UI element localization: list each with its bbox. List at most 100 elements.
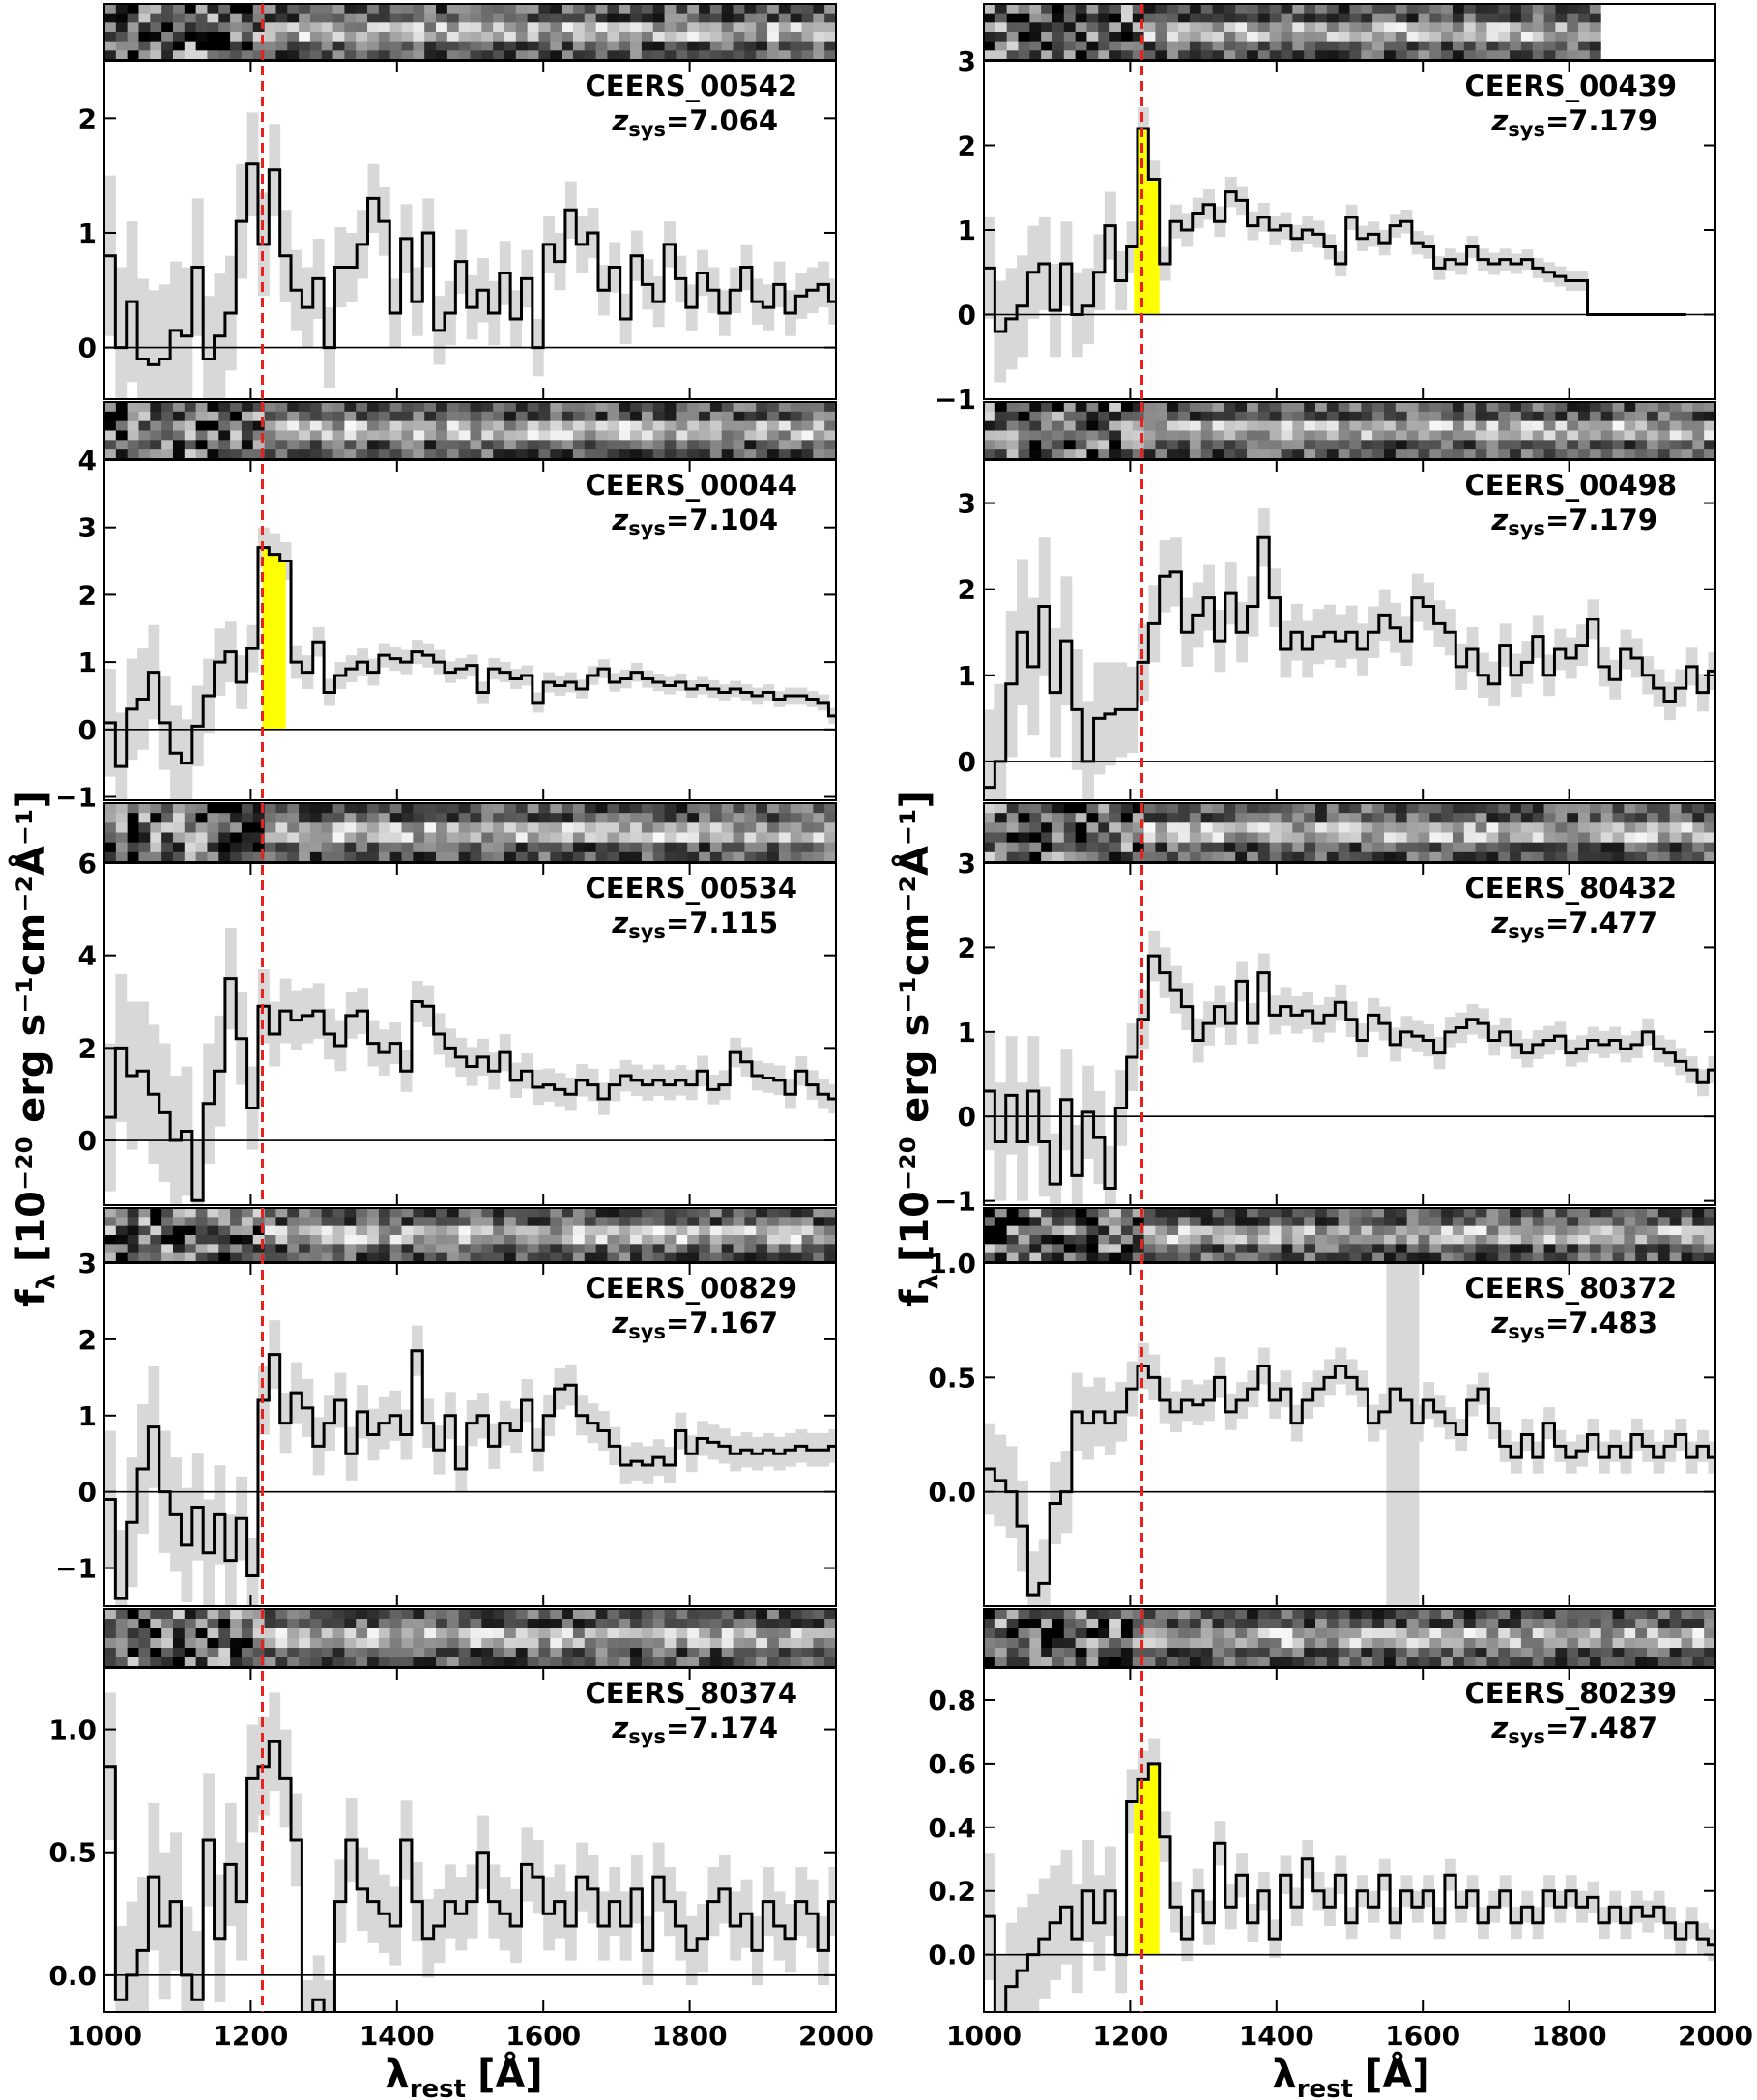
strip-pixel [801,1657,814,1668]
strip-pixel [1281,50,1293,61]
strip-pixel [252,842,266,853]
strip-pixel [1018,22,1030,33]
spectrum-line-ceers_00044 [104,546,836,768]
strip-pixel [1029,41,1042,51]
strip-pixel [1647,813,1659,823]
strip-pixel [756,1208,768,1218]
strip-pixel [1167,440,1179,450]
strip-pixel [1143,411,1157,422]
strip-pixel [287,13,300,23]
strip-pixel [252,1657,266,1668]
strip-pixel [1669,22,1683,33]
strip-pixel [1086,851,1099,863]
strip-pixel [1212,22,1224,33]
strip-pixel [1349,440,1362,450]
strip-pixel [1029,420,1042,432]
strip-pixel [1315,1225,1328,1236]
strip-pixel [1383,4,1397,14]
strip-pixel [1429,803,1442,814]
strip-pixel [1143,803,1157,814]
strip-pixel [150,13,162,23]
strip-pixel [1132,1244,1145,1254]
strip-pixel [184,1217,197,1227]
strip-pixel [1247,420,1259,432]
strip-pixel [1018,1628,1030,1639]
strip-pixel [1657,1657,1671,1668]
strip-pixel [1315,50,1328,61]
strip-pixel [104,41,117,51]
strip-pixel [413,1208,425,1218]
strip-pixel [470,32,482,43]
strip-pixel [458,1217,472,1227]
strip-pixel [1200,803,1214,814]
strip-pixel [195,1244,209,1254]
strip-pixel [299,440,311,450]
strip-pixel [1692,803,1705,814]
strip-pixel [401,813,414,823]
strip-pixel [1326,851,1339,863]
strip-pixel [1269,1638,1282,1649]
strip-pixel [1281,411,1293,422]
strip-pixel [1178,420,1191,432]
strip-pixel [984,1619,996,1629]
strip-pixel [1555,411,1568,422]
strip-pixel [1555,1217,1568,1227]
strip-pixel [287,813,300,823]
strip-pixel [172,851,186,863]
strip-pixel [1029,1235,1042,1245]
strip-pixel [1132,832,1145,844]
strip-pixel [1086,402,1099,413]
strip-pixel [1510,822,1522,834]
strip-pixel [1349,822,1362,834]
strip-pixel [287,1657,300,1668]
strip-pixel [1429,1638,1442,1649]
strip-pixel [1063,1217,1077,1227]
strip-pixel [1029,1252,1042,1263]
strip-pixel [630,13,643,23]
strip-pixel [1361,1619,1373,1629]
strip-pixel [1304,1235,1316,1245]
strip-pixel [1041,41,1053,51]
strip-pixel [321,1252,334,1263]
strip-pixel [1051,430,1065,441]
strip-pixel [481,4,494,14]
strip-pixel [1361,402,1373,413]
strip-pixel [184,1657,197,1668]
error-band-bin [324,1979,335,2012]
strip-pixel [1600,41,1614,51]
ytick-label: 0.6 [928,1748,976,1780]
strip-pixel [664,50,677,61]
strip-pixel [1692,851,1705,863]
strip-pixel [252,1628,266,1639]
strip-pixel [994,411,1008,422]
strip-pixel [458,813,472,823]
strip-pixel [1041,440,1053,450]
strip-pixel [1589,803,1602,814]
strip-pixel [641,842,654,853]
strip-pixel [504,4,517,14]
strip-pixel [1692,1208,1705,1218]
strip-pixel [458,1235,472,1245]
strip-pixel [299,1208,311,1218]
strip-pixel [1463,13,1477,23]
strip-pixel [481,851,494,863]
strip-pixel [619,1225,631,1236]
strip-pixel [630,411,643,422]
strip-pixel [378,1217,391,1227]
strip-pixel [413,41,425,51]
strip-pixel [562,430,574,441]
strip-pixel [1051,420,1065,432]
strip-pixel [1578,22,1591,33]
strip-pixel [1029,1619,1042,1629]
strip-pixel [1224,1628,1236,1639]
strip-pixel [356,22,368,33]
strip-pixel [1510,1609,1522,1620]
strip-pixel [1041,813,1053,823]
plot-area-ceers_00044 [104,527,836,800]
strip-pixel [607,1619,619,1629]
strip-pixel [413,1252,425,1263]
strip-pixel [607,402,619,413]
strip-pixel [595,1225,609,1236]
spectrum-line-ceers_80432 [984,954,1715,1191]
spectrum-line-ceers_00542 [104,162,836,366]
